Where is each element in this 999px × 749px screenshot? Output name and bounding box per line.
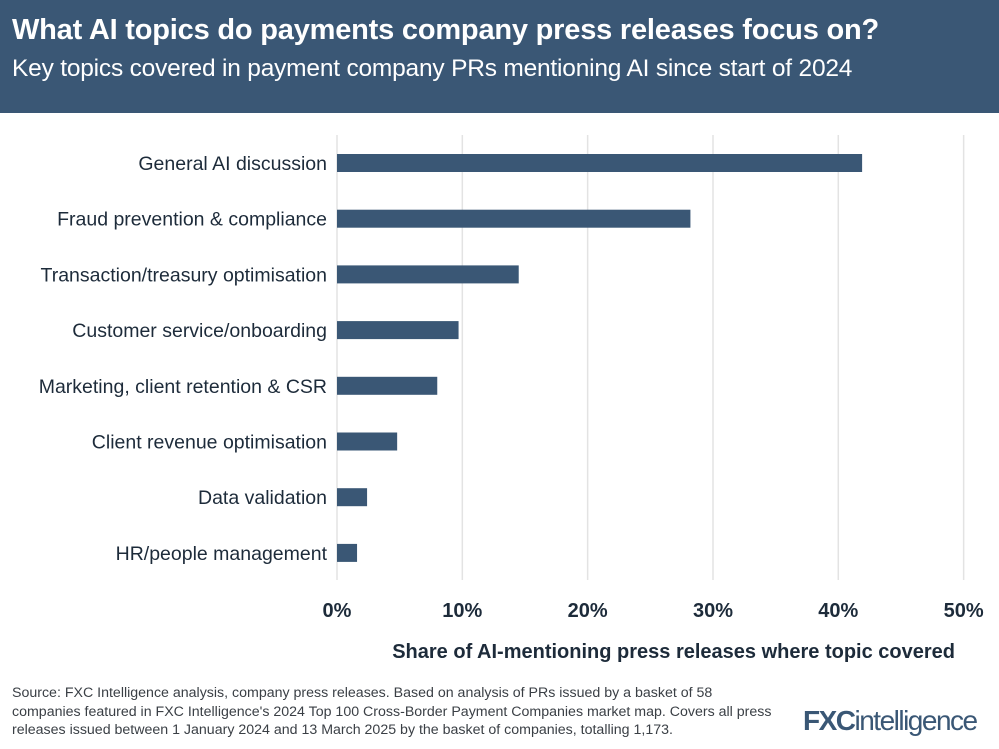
category-label: Client revenue optimisation <box>92 432 327 454</box>
bar <box>337 376 438 395</box>
category-label: HR/people management <box>116 543 328 565</box>
bar <box>337 154 863 172</box>
fxc-intelligence-logo: FXCintelligence <box>803 705 978 736</box>
bar <box>337 321 459 340</box>
bar <box>337 432 398 451</box>
category-label: Marketing, client retention & CSR <box>39 376 327 398</box>
bar <box>337 543 358 562</box>
chart-title: What AI topics do payments company press… <box>12 14 880 46</box>
x-axis-label: Share of AI-mentioning press releases wh… <box>392 641 955 663</box>
category-label: Fraud prevention & compliance <box>57 209 327 231</box>
x-tick-label: 0% <box>323 600 352 622</box>
x-tick-label: 50% <box>944 600 984 622</box>
x-tick-label: 30% <box>693 600 733 622</box>
category-label: General AI discussion <box>138 153 327 175</box>
chart-subtitle: Key topics covered in payment company PR… <box>12 55 853 82</box>
source-note: Source: FXC Intelligence analysis, compa… <box>12 685 772 738</box>
header-banner: What AI topics do payments company press… <box>0 0 999 113</box>
bar <box>337 265 519 284</box>
bar <box>337 209 691 228</box>
category-label: Data validation <box>198 487 327 509</box>
bar <box>337 488 368 507</box>
x-tick-label: 40% <box>818 600 858 622</box>
bar-chart: 0% 10% 20% 30% 40% 50% General AI discussion Fr… <box>39 135 984 622</box>
x-tick-label: 20% <box>568 600 608 622</box>
category-label: Transaction/treasury optimisation <box>41 264 327 286</box>
x-tick-label: 10% <box>442 600 482 622</box>
category-label: Customer service/onboarding <box>72 320 327 342</box>
